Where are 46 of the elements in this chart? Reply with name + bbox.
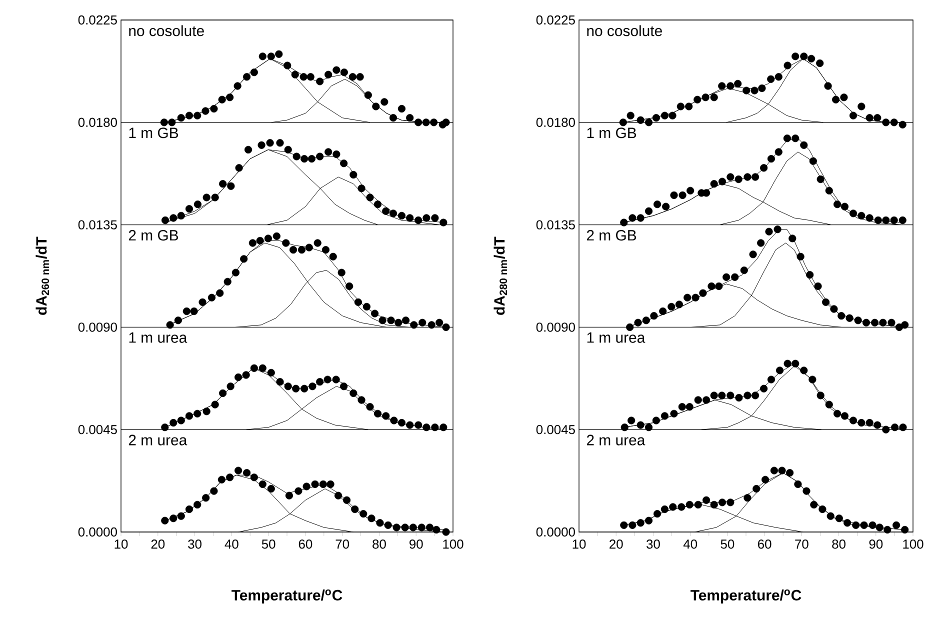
y-tick-label: 0.0045 [78, 425, 117, 434]
x-tick-label: 70 [795, 540, 808, 549]
x-tick-label: 40 [683, 540, 698, 549]
x-tick-label: 100 [443, 540, 464, 549]
x-tick-label: 90 [869, 540, 883, 549]
y-tick-label: 0.0225 [536, 15, 575, 25]
x-tick-label: 40 [224, 540, 238, 549]
x-tick-label: 50 [720, 540, 734, 549]
x-tick-label: 20 [151, 540, 165, 549]
y-tick-label: 0.0180 [536, 118, 575, 127]
annotation: 1 m GB [587, 128, 636, 138]
y-tick-label: 0.0090 [536, 322, 575, 332]
y-axis-title: dA$_{280 nm}$/dT [494, 236, 508, 315]
x-tick-label: 90 [410, 540, 423, 549]
x-axis-title: Temperature/$^{o}$C [232, 590, 342, 604]
y-tick-label: 0.0090 [78, 322, 117, 332]
x-tick-label: 100 [903, 540, 924, 549]
y-tick-label: 0.0225 [78, 15, 117, 25]
y-axis-title: dA$_{260 nm}$/dT [36, 236, 50, 315]
y-tick-label: 0.0045 [536, 425, 575, 434]
annotation: 2 m GB [586, 230, 636, 241]
annotation: 1 m urea [129, 332, 188, 343]
x-tick-label: 30 [646, 540, 660, 549]
x-tick-label: 80 [832, 540, 846, 549]
x-axis-title: Temperature/$^{o}$C [690, 590, 802, 604]
x-tick-label: 10 [114, 540, 128, 549]
annotation: 1 m GB [129, 128, 178, 138]
annotation: 2 m GB [128, 230, 178, 241]
annotation: 1 m urea [587, 332, 646, 343]
x-tick-label: 80 [372, 540, 386, 549]
annotation: no cosolute [129, 25, 204, 36]
x-tick-label: 60 [298, 540, 312, 549]
y-tick-label: 0.0000 [78, 527, 117, 537]
x-tick-label: 20 [610, 540, 623, 549]
y-tick-label: 0.0135 [536, 220, 575, 230]
x-tick-label: 50 [262, 540, 276, 549]
annotation: 2 m urea [128, 434, 188, 446]
y-tick-label: 0.0135 [78, 220, 117, 230]
x-tick-label: 60 [758, 540, 772, 549]
y-tick-label: 0.0000 [536, 527, 575, 537]
annotation: 2 m urea [586, 434, 646, 446]
annotation: no cosolute [587, 25, 662, 36]
x-tick-label: 10 [572, 540, 586, 549]
x-tick-label: 30 [188, 540, 202, 549]
y-tick-label: 0.0180 [78, 118, 117, 127]
x-tick-label: 70 [336, 540, 350, 549]
